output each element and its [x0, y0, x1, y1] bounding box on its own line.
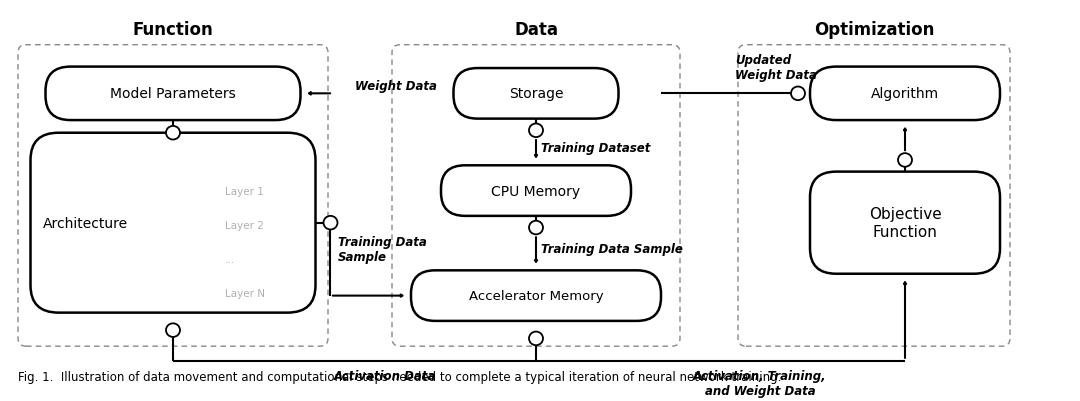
- Text: ...: ...: [225, 254, 235, 264]
- Text: Fig. 1.  Illustration of data movement and computational steps needed to complet: Fig. 1. Illustration of data movement an…: [18, 371, 781, 383]
- Text: Accelerator Memory: Accelerator Memory: [469, 290, 604, 302]
- FancyBboxPatch shape: [454, 69, 619, 119]
- Text: Training Data Sample: Training Data Sample: [541, 243, 683, 256]
- Text: Objective
Function: Objective Function: [868, 207, 942, 240]
- Text: Function: Function: [133, 21, 214, 39]
- Text: Data: Data: [514, 21, 558, 39]
- Text: Training Dataset: Training Dataset: [541, 142, 650, 155]
- Circle shape: [791, 87, 805, 101]
- FancyBboxPatch shape: [392, 46, 680, 346]
- Text: Model Parameters: Model Parameters: [110, 87, 235, 101]
- Circle shape: [324, 216, 337, 230]
- Text: Layer N: Layer N: [225, 288, 265, 298]
- FancyBboxPatch shape: [411, 271, 661, 321]
- FancyBboxPatch shape: [810, 67, 1000, 121]
- Text: Architecture: Architecture: [43, 216, 129, 230]
- Text: Weight Data: Weight Data: [355, 80, 437, 93]
- Circle shape: [529, 124, 543, 138]
- Circle shape: [166, 324, 180, 337]
- Circle shape: [529, 221, 543, 235]
- FancyBboxPatch shape: [30, 134, 315, 313]
- FancyBboxPatch shape: [441, 166, 631, 216]
- Text: Optimization: Optimization: [814, 21, 934, 39]
- FancyBboxPatch shape: [18, 46, 328, 346]
- FancyBboxPatch shape: [45, 67, 300, 121]
- Text: Activation Data: Activation Data: [334, 369, 435, 382]
- Text: Layer 2: Layer 2: [225, 220, 264, 230]
- Text: Activation, Training,
and Weight Data: Activation, Training, and Weight Data: [693, 369, 827, 397]
- Circle shape: [166, 127, 180, 140]
- Text: Layer 1: Layer 1: [225, 186, 264, 196]
- Text: Training Data
Sample: Training Data Sample: [338, 236, 427, 264]
- Circle shape: [529, 332, 543, 345]
- Text: Algorithm: Algorithm: [870, 87, 940, 101]
- Text: CPU Memory: CPU Memory: [491, 184, 581, 198]
- FancyBboxPatch shape: [738, 46, 1010, 346]
- FancyBboxPatch shape: [810, 172, 1000, 274]
- Text: Updated
Weight Data: Updated Weight Data: [735, 54, 816, 81]
- Circle shape: [897, 154, 912, 167]
- Text: Storage: Storage: [509, 87, 564, 101]
